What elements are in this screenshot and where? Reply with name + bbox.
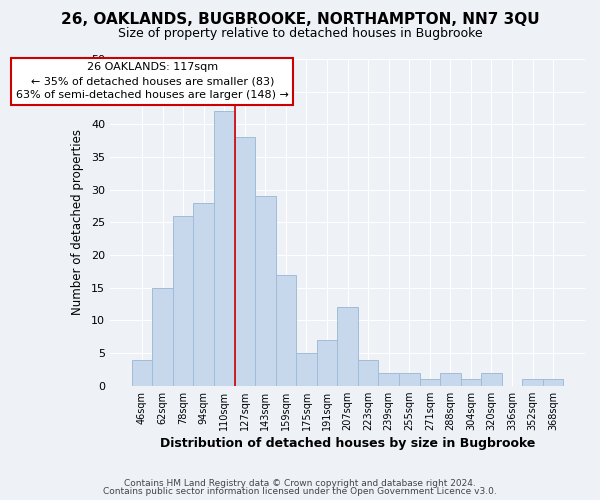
Bar (152, 288, 173, 386)
Bar (214, 112, 235, 386)
Bar (358, 360, 379, 386)
Text: Contains HM Land Registry data © Crown copyright and database right 2024.: Contains HM Land Registry data © Crown c… (124, 478, 476, 488)
Bar (543, 379, 563, 386)
Text: 26 OAKLANDS: 117sqm
← 35% of detached houses are smaller (83)
63% of semi-detach: 26 OAKLANDS: 117sqm ← 35% of detached ho… (16, 62, 289, 100)
Bar (523, 379, 543, 386)
Text: Contains public sector information licensed under the Open Government Licence v3: Contains public sector information licen… (103, 487, 497, 496)
X-axis label: Distribution of detached houses by size in Bugbrooke: Distribution of detached houses by size … (160, 437, 535, 450)
Bar (296, 353, 317, 386)
Bar (275, 274, 296, 386)
Text: Size of property relative to detached houses in Bugbrooke: Size of property relative to detached ho… (118, 28, 482, 40)
Bar (399, 372, 419, 386)
Bar (255, 196, 275, 386)
Bar (132, 360, 152, 386)
Y-axis label: Number of detached properties: Number of detached properties (71, 130, 84, 316)
Bar (235, 138, 255, 386)
Bar (440, 372, 461, 386)
Bar (317, 340, 337, 386)
Bar (337, 308, 358, 386)
Bar (419, 379, 440, 386)
Bar (173, 216, 193, 386)
Text: 26, OAKLANDS, BUGBROOKE, NORTHAMPTON, NN7 3QU: 26, OAKLANDS, BUGBROOKE, NORTHAMPTON, NN… (61, 12, 539, 28)
Bar (481, 372, 502, 386)
Bar (461, 379, 481, 386)
Bar (193, 202, 214, 386)
Bar (379, 372, 399, 386)
